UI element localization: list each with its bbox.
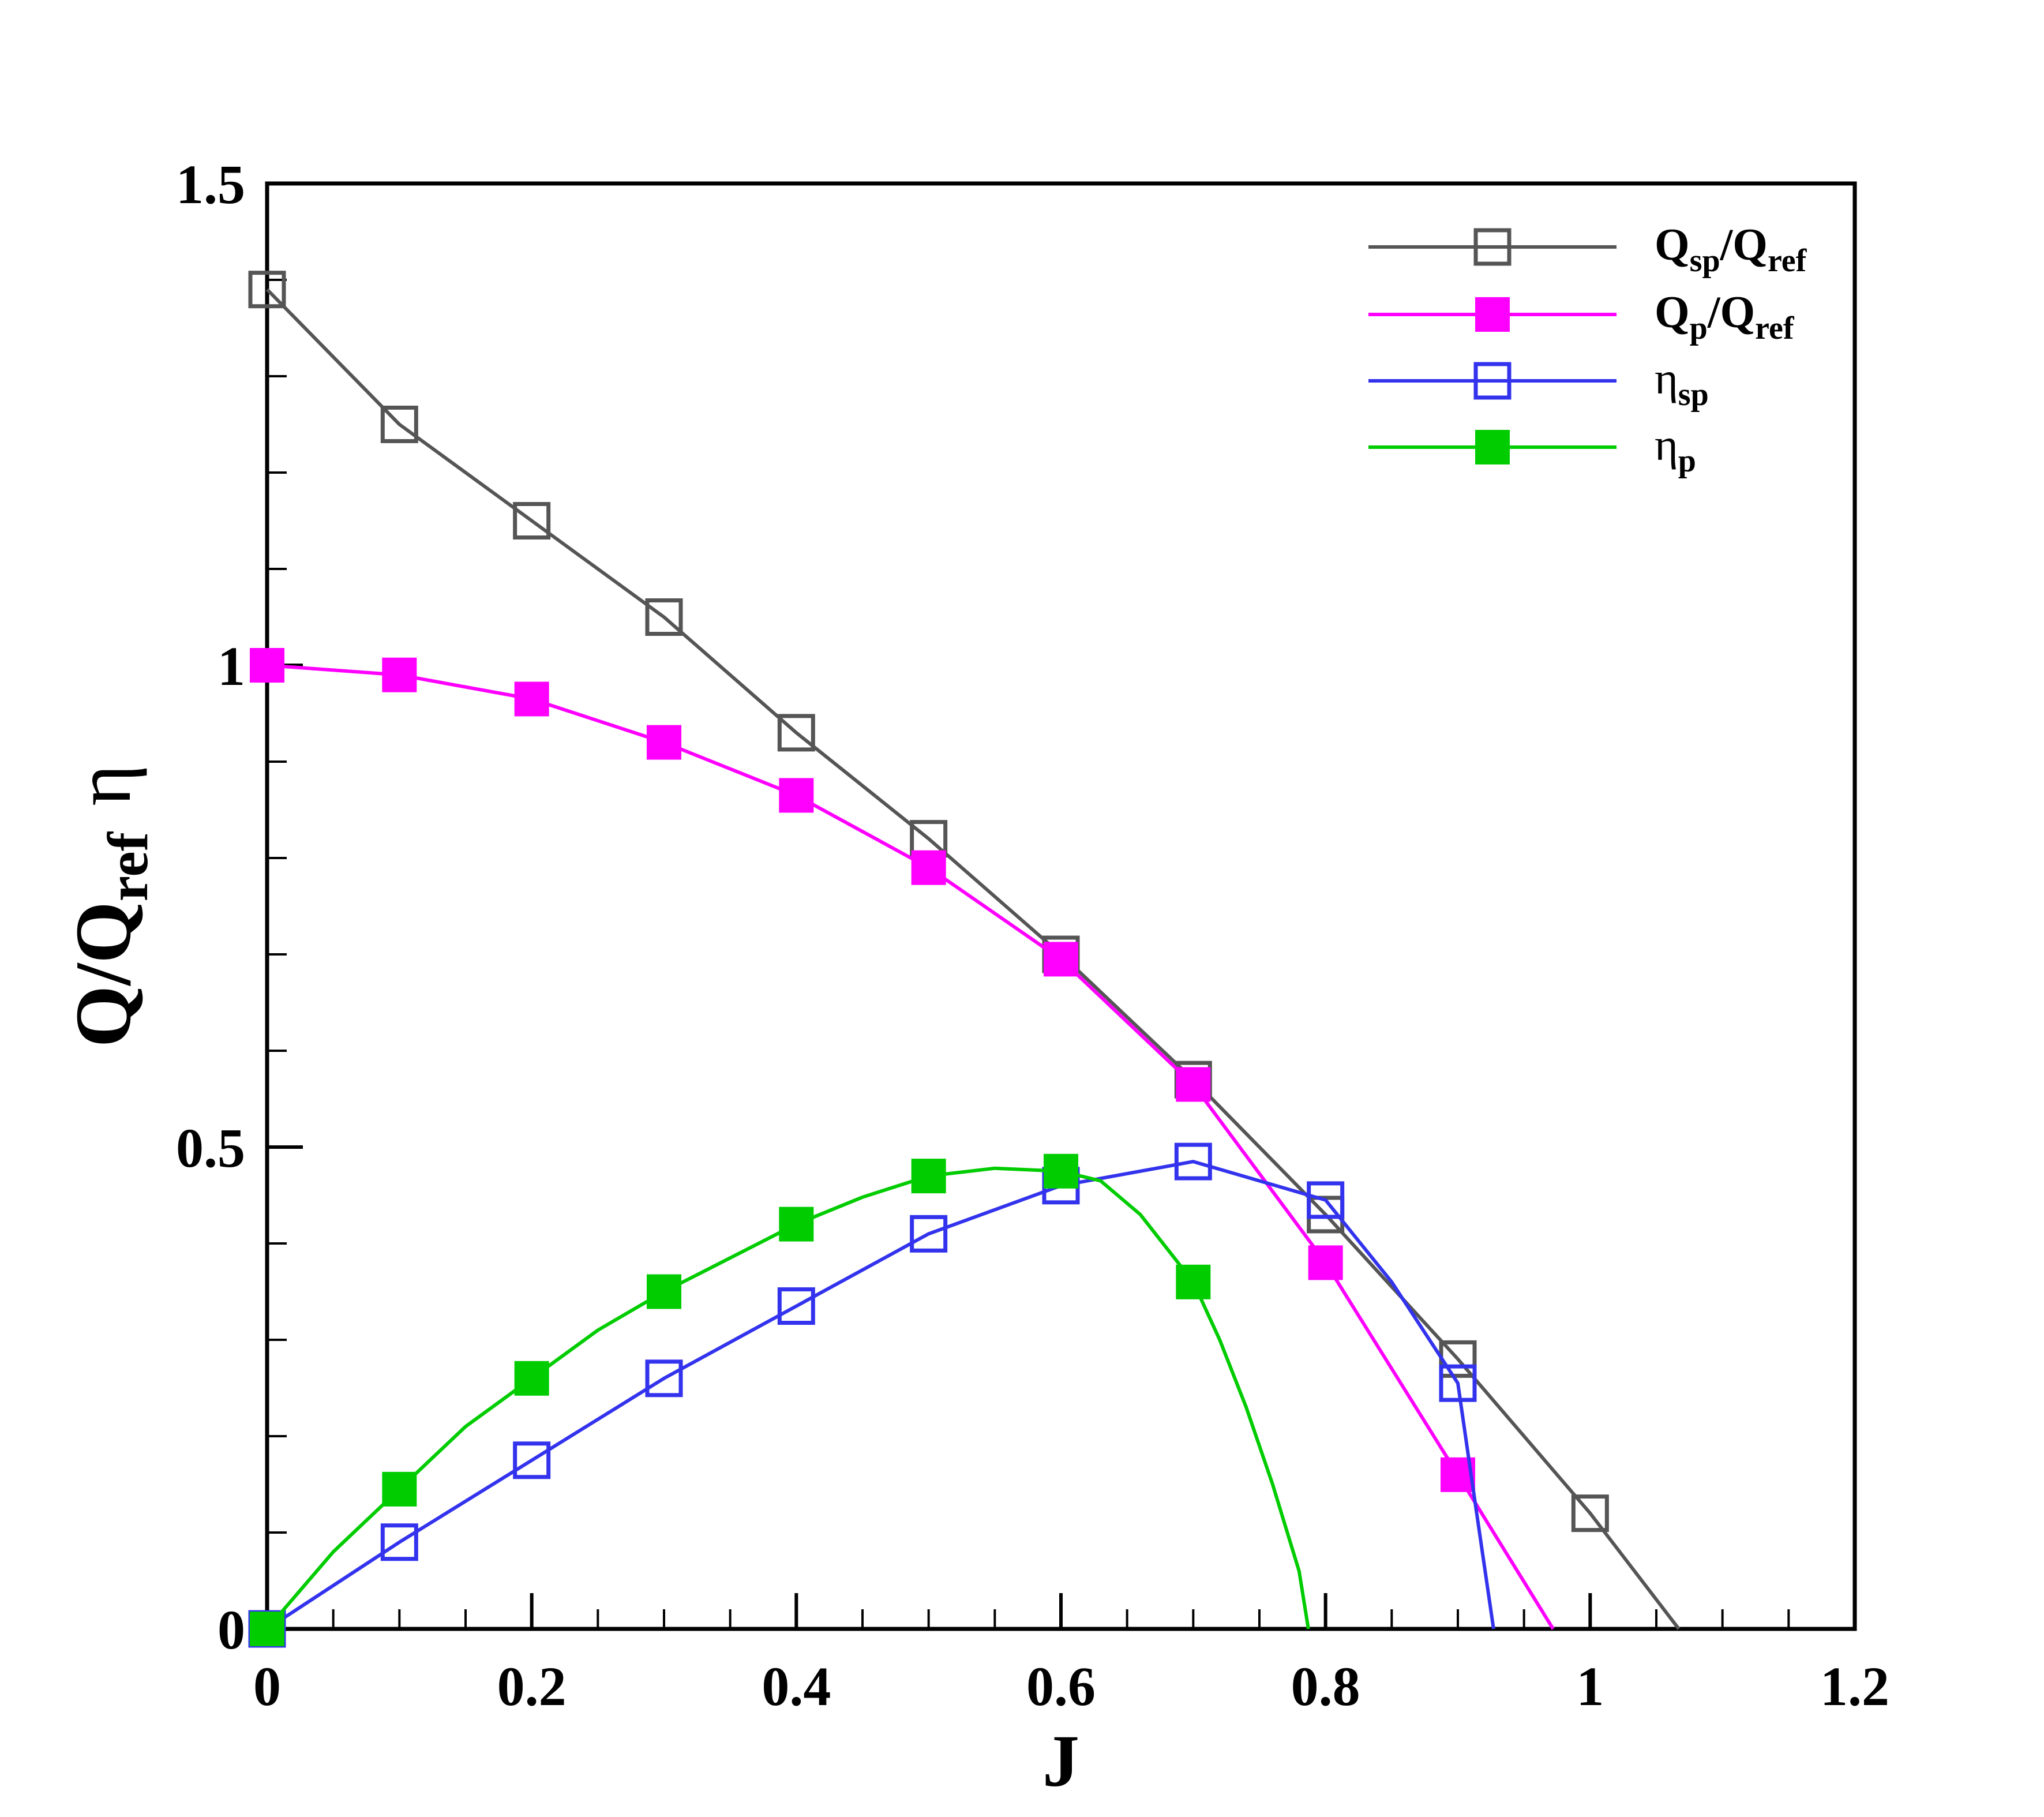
data-point (1174, 1142, 1212, 1181)
series-line (265, 288, 1681, 1630)
legend-label: Qp/Qref (1655, 287, 1795, 346)
x-axis-title: J (1042, 1720, 1079, 1802)
data-point (513, 502, 551, 540)
data-point (1571, 1494, 1609, 1533)
data-point (1439, 1364, 1477, 1402)
data-point (382, 1471, 417, 1507)
data-point (1307, 1181, 1345, 1219)
y-axis-title: Q/Qref η (59, 765, 160, 1047)
y-tick-label: 0.5 (176, 1117, 245, 1179)
data-point (1176, 1264, 1211, 1299)
plot-area (248, 271, 1681, 1648)
data-point (1176, 1067, 1211, 1102)
data-point (250, 1612, 284, 1646)
y-axis-title-main: Q/Q (59, 901, 147, 1047)
legend-label: ηsp (1655, 353, 1709, 413)
tick-labels: 0 0.2 0.4 0.6 0.8 1 1.2 0 0.5 1 1.5 (176, 153, 1889, 1717)
legend-marker (1473, 228, 1512, 266)
legend-label: ηp (1655, 419, 1696, 479)
legend-item: Qp/Qref (1368, 287, 1795, 346)
plot-frame (265, 181, 1857, 1631)
legend-item: ηsp (1368, 353, 1709, 413)
data-point (513, 1441, 551, 1479)
x-tick-label: 1 (1576, 1655, 1604, 1717)
data-point (911, 1159, 946, 1194)
data-point (380, 406, 418, 443)
y-tick-label: 1 (217, 635, 245, 697)
legend-label: Qsp/Qref (1655, 219, 1807, 279)
data-point (910, 1215, 948, 1253)
y-axis-title-secondary: η (59, 765, 147, 806)
legend-marker (1473, 362, 1512, 400)
data-point (382, 657, 417, 692)
x-tick-label: 0.2 (497, 1655, 567, 1717)
data-point (911, 850, 946, 885)
y-axis-title-subscript: ref (96, 831, 160, 901)
x-tick-label: 1.2 (1820, 1655, 1889, 1717)
series-line (267, 664, 1555, 1630)
x-tick-label: 0.4 (762, 1655, 831, 1717)
data-point (1308, 1245, 1343, 1280)
ticks (265, 182, 1857, 1631)
data-point (777, 714, 815, 752)
legend-marker (1475, 430, 1510, 464)
data-point (1044, 942, 1078, 977)
x-tick-label: 0 (253, 1655, 281, 1717)
data-point (380, 1523, 418, 1561)
series-2 (250, 648, 1555, 1630)
legend-item: Qsp/Qref (1368, 219, 1807, 279)
series-4 (250, 1153, 1310, 1646)
data-point (647, 1274, 681, 1309)
data-point (1044, 1153, 1078, 1189)
x-tick-label: 0.8 (1291, 1655, 1360, 1717)
legend-marker (1475, 297, 1510, 332)
data-point (645, 1359, 683, 1398)
y-tick-label: 0 (217, 1599, 245, 1661)
svg-text:Q/Qrefη: Q/Qref η (59, 765, 160, 1047)
data-point (645, 598, 683, 636)
data-point (779, 1207, 814, 1242)
data-point (514, 681, 549, 717)
x-tick-label: 0.6 (1026, 1655, 1096, 1717)
legend: Qsp/Qref Qp/Qref ηsp ηp (1368, 219, 1807, 479)
data-point (250, 648, 284, 683)
data-point (777, 1287, 815, 1325)
data-point (779, 778, 814, 813)
y-tick-label: 1.5 (176, 153, 245, 215)
data-point (647, 725, 681, 760)
legend-item: ηp (1368, 419, 1696, 479)
data-point (248, 271, 286, 309)
data-point (514, 1361, 549, 1396)
